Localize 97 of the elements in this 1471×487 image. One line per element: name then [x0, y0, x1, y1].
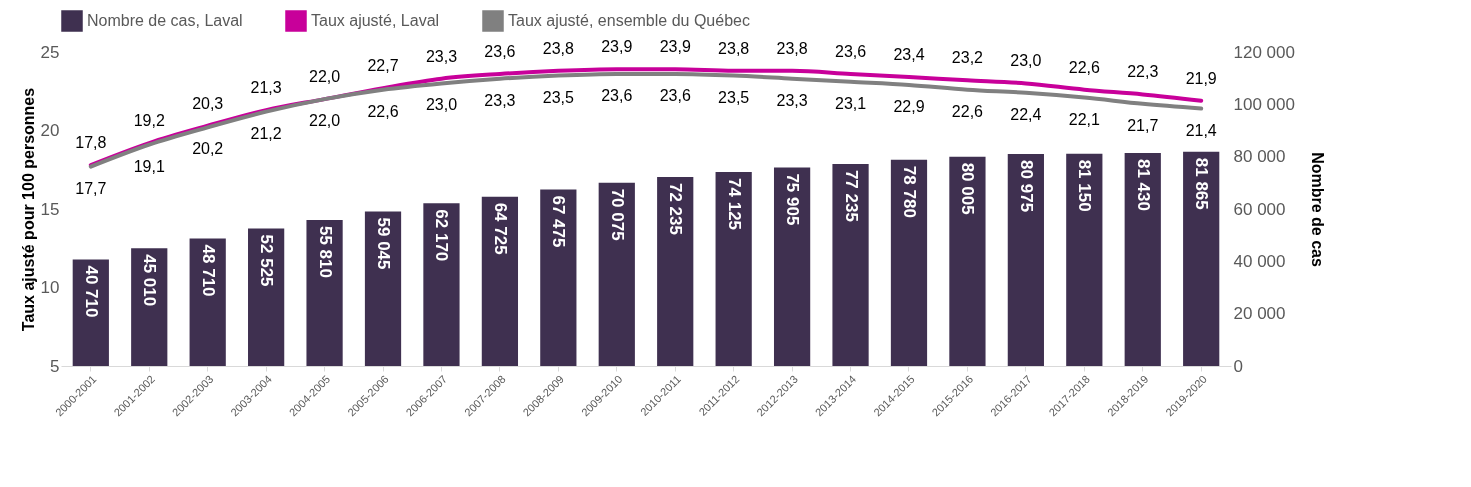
data-label: 17,7	[75, 179, 107, 197]
data-label: 22,6	[951, 102, 984, 120]
data-label: 23,8	[542, 39, 575, 57]
data-label: 81 865	[1192, 157, 1212, 210]
legend-label: Taux ajusté, Laval	[311, 12, 440, 29]
bar	[598, 182, 635, 366]
data-label: 22,3	[1127, 63, 1159, 81]
data-label: 23,6	[834, 42, 867, 60]
data-label: 23,6	[659, 86, 691, 104]
bar	[248, 228, 285, 366]
data-label: 23,3	[776, 91, 808, 109]
data-label: 23,8	[718, 39, 750, 57]
bar	[306, 219, 343, 366]
data-label: 22,1	[1068, 110, 1100, 128]
data-label: 23,9	[659, 38, 691, 56]
legend-label: Taux ajusté, ensemble du Québec	[508, 12, 750, 29]
bar	[773, 167, 811, 366]
data-label: 23,6	[601, 86, 633, 104]
data-label: 19,1	[133, 157, 165, 175]
data-label: 67 475	[549, 195, 569, 248]
data-label: 77 235	[841, 169, 861, 222]
data-label: 21,7	[1127, 116, 1159, 134]
data-label: 21,4	[1185, 121, 1217, 139]
bar	[481, 196, 519, 366]
data-label: 21,9	[1185, 69, 1217, 87]
data-label: 23,5	[542, 88, 575, 106]
data-label: 23,9	[601, 38, 633, 56]
data-label: 75 905	[783, 173, 803, 226]
data-label: 45 010	[140, 254, 160, 307]
bar	[1124, 152, 1161, 366]
bar	[832, 163, 869, 366]
bar	[1183, 151, 1220, 366]
data-label: 22,0	[309, 112, 341, 130]
data-label: 19,2	[133, 112, 165, 130]
data-label: 23,3	[425, 47, 458, 65]
y-tick-label: 25	[40, 42, 60, 62]
data-label: 72 235	[666, 182, 686, 235]
y2-tick-label: 0	[1233, 356, 1243, 376]
data-label: 20,2	[192, 140, 224, 158]
bar	[131, 248, 168, 366]
bar	[540, 189, 577, 366]
data-label: 23,3	[484, 91, 516, 109]
y-axis-title: Taux ajusté pour 100 personnes	[19, 87, 37, 332]
data-label: 22,7	[367, 57, 399, 75]
data-label: 23,1	[834, 94, 867, 112]
data-label: 80 975	[1016, 160, 1036, 213]
y-tick-label: 20	[40, 121, 60, 140]
data-label: 23,4	[893, 46, 925, 64]
data-label: 78 780	[899, 165, 919, 218]
data-label: 62 170	[432, 209, 452, 262]
data-label: 22,6	[367, 102, 399, 120]
data-label: 22,9	[893, 97, 925, 115]
data-label: 81 150	[1075, 159, 1095, 212]
data-label: 52 525	[257, 234, 277, 287]
legend-label: Nombre de cas, Laval	[87, 12, 243, 29]
data-label: 70 075	[607, 188, 627, 241]
y2-tick-label: 20 000	[1233, 304, 1286, 324]
bar	[890, 159, 928, 366]
bar	[1066, 153, 1103, 366]
bar	[715, 172, 752, 366]
data-label: 23,0	[1010, 52, 1042, 70]
data-label: 64 725	[490, 202, 510, 255]
data-label: 23,2	[951, 49, 984, 67]
y-tick-label: 10	[40, 278, 60, 297]
data-label: 74 125	[724, 178, 744, 231]
bar	[657, 176, 694, 366]
bar	[364, 211, 402, 366]
bar	[72, 259, 109, 366]
y2-tick-label: 60 000	[1233, 199, 1286, 219]
data-label: 23,6	[484, 42, 516, 60]
y2-tick-label: 100 000	[1233, 94, 1295, 114]
y2-tick-label: 80 000	[1233, 147, 1286, 167]
data-label: 40 710	[81, 265, 101, 318]
data-label: 23,0	[425, 96, 458, 114]
y2-tick-label: 40 000	[1233, 251, 1286, 271]
data-label: 59 045	[374, 217, 394, 270]
data-label: 55 810	[315, 225, 335, 278]
bar	[1007, 154, 1044, 366]
data-label: 80 005	[958, 162, 978, 215]
bar	[423, 203, 460, 366]
data-label: 81 430	[1133, 158, 1153, 211]
y-tick-label: 5	[50, 356, 60, 376]
bar	[949, 156, 986, 366]
y2-tick-label: 120 000	[1233, 42, 1295, 62]
data-label: 22,4	[1010, 105, 1042, 123]
y-tick-label: 15	[40, 199, 60, 219]
bar	[189, 238, 226, 366]
data-label: 22,0	[309, 68, 341, 86]
data-label: 22,6	[1068, 58, 1100, 76]
data-label: 17,8	[75, 134, 107, 152]
data-label: 21,3	[250, 79, 282, 97]
data-label: 23,8	[776, 39, 808, 57]
data-label: 48 710	[198, 244, 218, 297]
data-label: 21,2	[250, 124, 282, 142]
y2-axis-title: Nombre de cas	[1308, 152, 1326, 267]
data-label: 20,3	[192, 94, 224, 112]
data-label: 23,5	[718, 88, 750, 106]
